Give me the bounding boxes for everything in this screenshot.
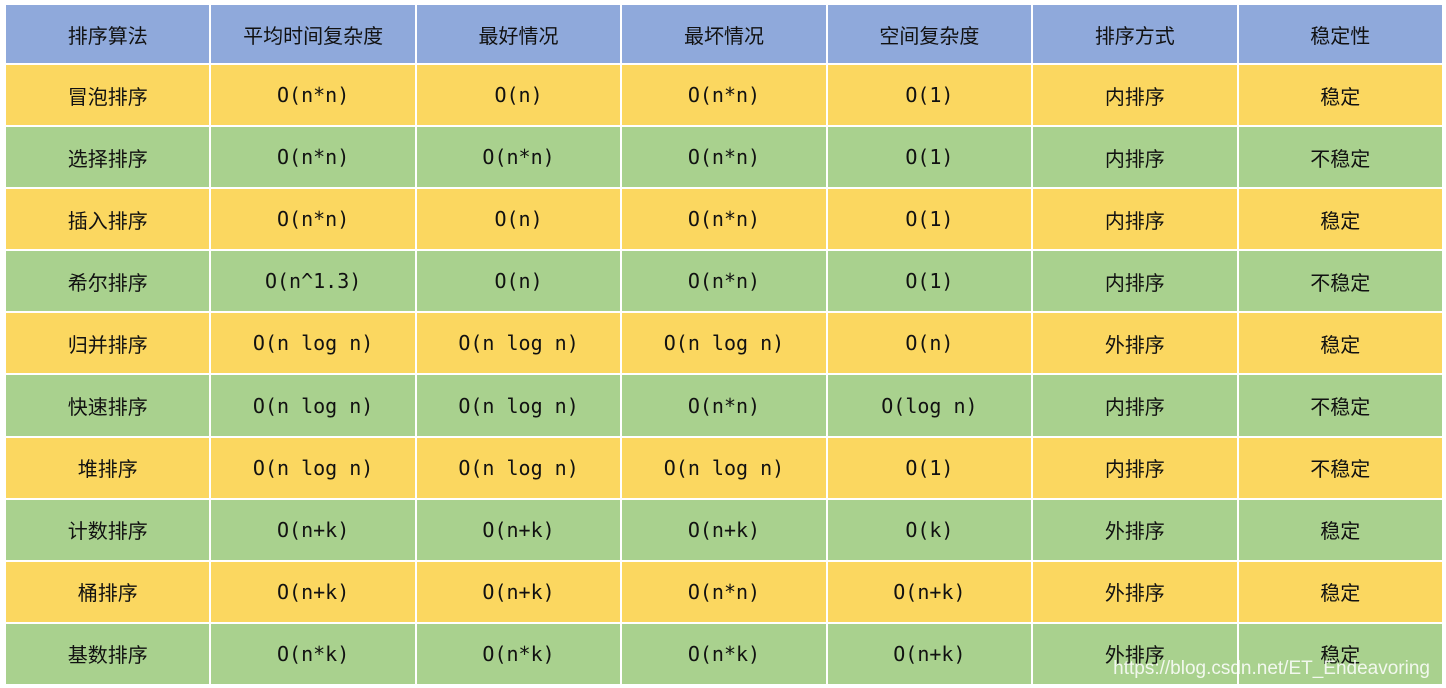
sort-method: 内排序 bbox=[1033, 251, 1237, 312]
algorithm-name: 选择排序 bbox=[6, 127, 210, 188]
algorithm-name: 希尔排序 bbox=[6, 251, 210, 312]
stability: 稳定 bbox=[1238, 561, 1442, 622]
stability: 稳定 bbox=[1238, 189, 1442, 250]
best-case: O(n log n) bbox=[416, 313, 621, 374]
algorithm-name: 基数排序 bbox=[6, 623, 210, 684]
sort-method: 外排序 bbox=[1033, 499, 1237, 560]
stability: 稳定 bbox=[1238, 623, 1442, 684]
stability: 稳定 bbox=[1238, 65, 1442, 126]
average-time: O(n+k) bbox=[211, 499, 415, 560]
worst-case: O(n*k) bbox=[622, 623, 826, 684]
average-time: O(n+k) bbox=[211, 561, 415, 622]
average-time: O(n log n) bbox=[211, 375, 415, 436]
sort-method: 内排序 bbox=[1033, 127, 1237, 188]
average-time: O(n^1.3) bbox=[211, 251, 415, 312]
header-average-time: 平均时间复杂度 bbox=[211, 5, 415, 63]
table-row: 桶排序 O(n+k) O(n+k) O(n*n) O(n+k) 外排序 稳定 bbox=[6, 561, 1442, 622]
worst-case: O(n*n) bbox=[622, 127, 826, 188]
stability: 不稳定 bbox=[1238, 375, 1442, 436]
sort-method: 外排序 bbox=[1033, 623, 1237, 684]
sort-method: 外排序 bbox=[1033, 313, 1237, 374]
header-space: 空间复杂度 bbox=[827, 5, 1032, 63]
space-complexity: O(1) bbox=[827, 127, 1032, 188]
header-sort-method: 排序方式 bbox=[1033, 5, 1237, 63]
header-best-case: 最好情况 bbox=[416, 5, 621, 63]
space-complexity: O(k) bbox=[827, 499, 1032, 560]
table-row: 选择排序 O(n*n) O(n*n) O(n*n) O(1) 内排序 不稳定 bbox=[6, 127, 1442, 188]
stability: 不稳定 bbox=[1238, 127, 1442, 188]
stability: 稳定 bbox=[1238, 313, 1442, 374]
algorithm-name: 桶排序 bbox=[6, 561, 210, 622]
space-complexity: O(1) bbox=[827, 251, 1032, 312]
table-row: 归并排序 O(n log n) O(n log n) O(n log n) O(… bbox=[6, 313, 1442, 374]
table-row: 插入排序 O(n*n) O(n) O(n*n) O(1) 内排序 稳定 bbox=[6, 189, 1442, 250]
table-row: 快速排序 O(n log n) O(n log n) O(n*n) O(log … bbox=[6, 375, 1442, 436]
sort-method: 内排序 bbox=[1033, 189, 1237, 250]
worst-case: O(n*n) bbox=[622, 189, 826, 250]
algorithm-name: 计数排序 bbox=[6, 499, 210, 560]
worst-case: O(n*n) bbox=[622, 375, 826, 436]
algorithm-name: 插入排序 bbox=[6, 189, 210, 250]
space-complexity: O(n) bbox=[827, 313, 1032, 374]
table-row: 希尔排序 O(n^1.3) O(n) O(n*n) O(1) 内排序 不稳定 bbox=[6, 251, 1442, 312]
average-time: O(n log n) bbox=[211, 437, 415, 498]
best-case: O(n) bbox=[416, 251, 621, 312]
best-case: O(n*k) bbox=[416, 623, 621, 684]
sort-method: 内排序 bbox=[1033, 437, 1237, 498]
best-case: O(n+k) bbox=[416, 499, 621, 560]
header-row: 排序算法 平均时间复杂度 最好情况 最坏情况 空间复杂度 排序方式 稳定性 bbox=[6, 5, 1442, 63]
average-time: O(n*k) bbox=[211, 623, 415, 684]
stability: 稳定 bbox=[1238, 499, 1442, 560]
best-case: O(n log n) bbox=[416, 437, 621, 498]
worst-case: O(n*n) bbox=[622, 251, 826, 312]
algorithm-name: 堆排序 bbox=[6, 437, 210, 498]
space-complexity: O(1) bbox=[827, 65, 1032, 126]
header-algorithm: 排序算法 bbox=[6, 5, 210, 63]
algorithm-name: 冒泡排序 bbox=[6, 65, 210, 126]
best-case: O(n+k) bbox=[416, 561, 621, 622]
best-case: O(n*n) bbox=[416, 127, 621, 188]
best-case: O(n) bbox=[416, 189, 621, 250]
algorithm-name: 快速排序 bbox=[6, 375, 210, 436]
worst-case: O(n log n) bbox=[622, 313, 826, 374]
header-worst-case: 最坏情况 bbox=[622, 5, 826, 63]
sort-method: 外排序 bbox=[1033, 561, 1237, 622]
worst-case: O(n*n) bbox=[622, 561, 826, 622]
algorithm-name: 归并排序 bbox=[6, 313, 210, 374]
table-row: 堆排序 O(n log n) O(n log n) O(n log n) O(1… bbox=[6, 437, 1442, 498]
worst-case: O(n+k) bbox=[622, 499, 826, 560]
average-time: O(n log n) bbox=[211, 313, 415, 374]
space-complexity: O(1) bbox=[827, 189, 1032, 250]
sort-method: 内排序 bbox=[1033, 375, 1237, 436]
average-time: O(n*n) bbox=[211, 65, 415, 126]
average-time: O(n*n) bbox=[211, 127, 415, 188]
header-stability: 稳定性 bbox=[1238, 5, 1442, 63]
space-complexity: O(log n) bbox=[827, 375, 1032, 436]
sorting-algorithm-table: 排序算法 平均时间复杂度 最好情况 最坏情况 空间复杂度 排序方式 稳定性 冒泡… bbox=[4, 3, 1444, 686]
best-case: O(n) bbox=[416, 65, 621, 126]
stability: 不稳定 bbox=[1238, 437, 1442, 498]
worst-case: O(n*n) bbox=[622, 65, 826, 126]
best-case: O(n log n) bbox=[416, 375, 621, 436]
worst-case: O(n log n) bbox=[622, 437, 826, 498]
stability: 不稳定 bbox=[1238, 251, 1442, 312]
space-complexity: O(n+k) bbox=[827, 561, 1032, 622]
table-row: 计数排序 O(n+k) O(n+k) O(n+k) O(k) 外排序 稳定 bbox=[6, 499, 1442, 560]
space-complexity: O(n+k) bbox=[827, 623, 1032, 684]
sort-method: 内排序 bbox=[1033, 65, 1237, 126]
average-time: O(n*n) bbox=[211, 189, 415, 250]
table-row: 基数排序 O(n*k) O(n*k) O(n*k) O(n+k) 外排序 稳定 bbox=[6, 623, 1442, 684]
table-row: 冒泡排序 O(n*n) O(n) O(n*n) O(1) 内排序 稳定 bbox=[6, 65, 1442, 126]
space-complexity: O(1) bbox=[827, 437, 1032, 498]
